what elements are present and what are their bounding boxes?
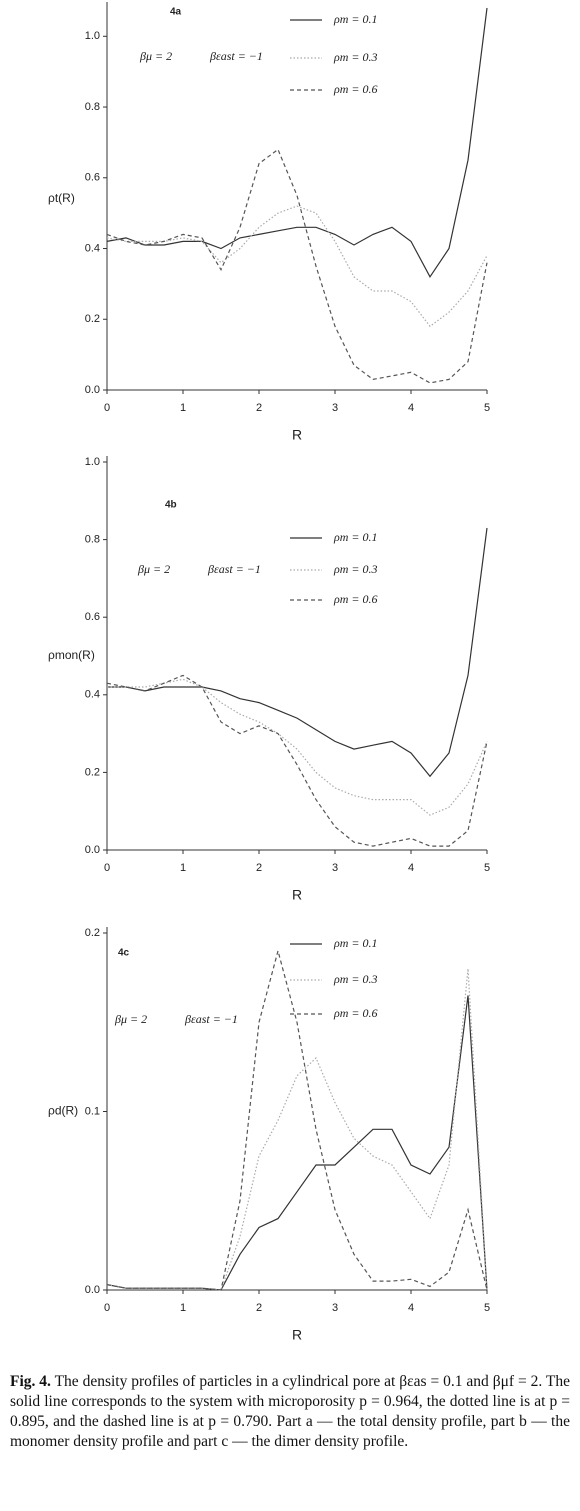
- y-tick-label: 0.1: [85, 1105, 100, 1117]
- x-axis-label: R: [292, 1327, 302, 1343]
- legend-label: ρm = 0.6: [333, 1006, 378, 1020]
- panel-label: 4b: [165, 500, 177, 511]
- legend-label: ρm = 0.6: [333, 82, 378, 96]
- y-tick-label: 0.6: [85, 172, 100, 184]
- figure: 0.0 0.2 0.4 0.6 0.8 1.0 0 1 2 3 4 5 Rρt(R) 4a βμ = 2 βε…: [48, 2, 490, 1343]
- data-line: [106, 205, 488, 328]
- data-line: [106, 148, 488, 384]
- x-tick-label: 1: [180, 1302, 186, 1314]
- x-tick-label: 4: [408, 402, 414, 414]
- x-tick-label: 3: [332, 862, 338, 874]
- legend-label: ρm = 0.1: [333, 936, 378, 950]
- y-tick-label: 0.0: [85, 844, 100, 856]
- annotation: βμ = 2: [114, 1012, 147, 1026]
- y-axis-label: ρt(R): [48, 191, 75, 205]
- data-line: [106, 968, 488, 1291]
- y-tick-label: 0.0: [85, 1284, 100, 1296]
- x-axis-label: R: [292, 427, 302, 443]
- x-tick-label: 3: [332, 1302, 338, 1314]
- y-tick-label: 0.4: [85, 689, 100, 701]
- x-tick-label: 1: [180, 402, 186, 414]
- legend-label: ρm = 0.3: [333, 562, 378, 576]
- x-tick-label: 5: [484, 402, 490, 414]
- y-tick-label: 0.6: [85, 611, 100, 623]
- caption: Fig. 4. The density profiles of particle…: [10, 1372, 570, 1452]
- annotation: βεast = −1: [207, 562, 261, 576]
- data-line: [106, 995, 488, 1291]
- y-axis-label: ρmon(R): [48, 648, 95, 662]
- data-line: [106, 948, 488, 1291]
- y-axis-label: ρd(R): [48, 1104, 78, 1118]
- y-tick-label: 0.8: [85, 534, 100, 546]
- caption-text: The density profiles of particles in a c…: [10, 1373, 570, 1450]
- x-tick-label: 5: [484, 862, 490, 874]
- data-line: [106, 674, 488, 847]
- y-tick-label: 0.2: [85, 313, 100, 325]
- legend-label: ρm = 0.3: [333, 972, 378, 986]
- x-tick-label: 2: [256, 1302, 262, 1314]
- y-tick-label: 0.0: [85, 384, 100, 396]
- legend-label: ρm = 0.1: [333, 12, 378, 26]
- y-tick-label: 0.4: [85, 242, 100, 254]
- y-tick-label: 1.0: [85, 456, 100, 468]
- panel-label: 4c: [118, 948, 130, 959]
- legend-label: ρm = 0.6: [333, 592, 378, 606]
- caption-label: Fig. 4.: [10, 1373, 51, 1390]
- annotation: βεast = −1: [209, 49, 263, 63]
- data-line: [106, 7, 488, 278]
- x-tick-label: 4: [408, 862, 414, 874]
- x-tick-label: 2: [256, 402, 262, 414]
- x-tick-label: 0: [104, 862, 110, 874]
- x-tick-label: 2: [256, 862, 262, 874]
- y-tick-label: 0.2: [85, 927, 100, 939]
- x-tick-label: 5: [484, 1302, 490, 1314]
- x-tick-label: 1: [180, 862, 186, 874]
- x-tick-label: 3: [332, 402, 338, 414]
- annotation: βμ = 2: [139, 49, 172, 63]
- x-tick-label: 0: [104, 1302, 110, 1314]
- data-line: [107, 527, 488, 778]
- x-axis-label: R: [292, 887, 302, 903]
- annotation: βμ = 2: [137, 562, 170, 576]
- y-tick-label: 1.0: [85, 30, 100, 42]
- annotation: βεast = −1: [184, 1012, 238, 1026]
- x-tick-label: 0: [104, 402, 110, 414]
- legend-label: ρm = 0.3: [333, 50, 378, 64]
- y-tick-label: 0.2: [85, 766, 100, 778]
- data-line: [107, 678, 488, 816]
- y-tick-label: 0.8: [85, 101, 100, 113]
- legend-label: ρm = 0.1: [333, 530, 378, 544]
- x-tick-label: 4: [408, 1302, 414, 1314]
- panel-label: 4a: [170, 7, 182, 18]
